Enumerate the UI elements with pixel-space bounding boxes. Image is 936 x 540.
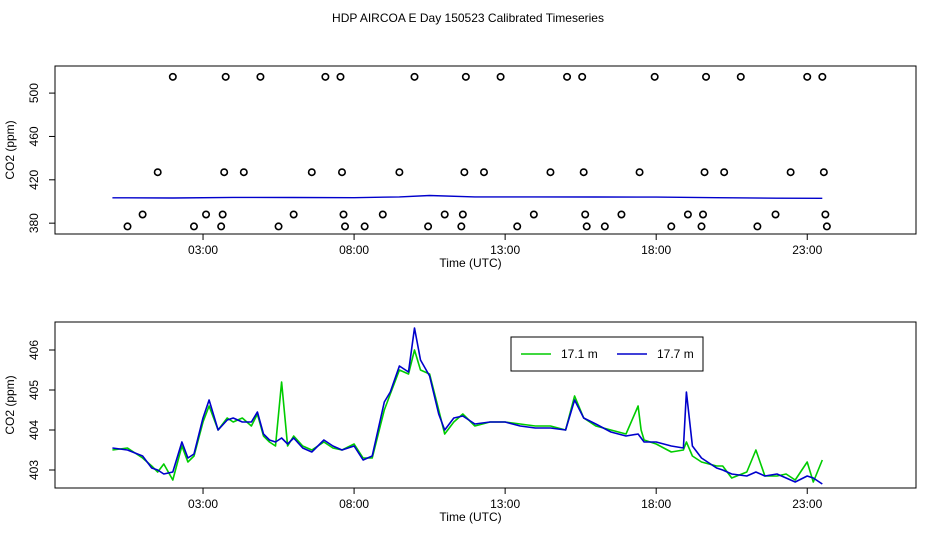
plot-frame xyxy=(54,321,917,489)
flag-point xyxy=(138,210,147,219)
flag-point xyxy=(123,222,132,231)
flag-point xyxy=(458,210,467,219)
flag-point xyxy=(821,210,830,219)
flag-point xyxy=(667,222,676,231)
series-line-17-7-m xyxy=(112,327,823,485)
flag-point xyxy=(496,72,505,81)
panel-2: 03:00 08:00 13:00 18:00 23:00 403 404 405 406 Tim… xyxy=(3,321,917,524)
flag-point xyxy=(202,210,211,219)
x-tick-label: 18:00 xyxy=(641,497,671,511)
plot-frame xyxy=(54,65,917,235)
x-tick-label: 13:00 xyxy=(490,497,520,511)
flag-point xyxy=(697,222,706,231)
flag-point xyxy=(579,168,588,177)
flag-point xyxy=(153,168,162,177)
flag-point xyxy=(578,72,587,81)
legend-label: 17.1 m xyxy=(561,347,598,361)
flag-point xyxy=(339,210,348,219)
x-axis-title: Time (UTC) xyxy=(439,510,501,524)
flag-point xyxy=(274,222,283,231)
flag-point xyxy=(700,168,709,177)
y-axis-title: CO2 (ppm) xyxy=(3,375,17,434)
y-tick-label: 403 xyxy=(27,460,41,480)
flag-point xyxy=(650,72,659,81)
legend-box xyxy=(510,336,704,372)
y-tick-label: 404 xyxy=(27,420,41,440)
flag-point xyxy=(395,168,404,177)
flag-point xyxy=(818,72,827,81)
y-axis-title: CO2 (ppm) xyxy=(3,120,17,179)
flag-point xyxy=(513,222,522,231)
x-axis-title: Time (UTC) xyxy=(439,256,501,270)
flag-point xyxy=(460,168,469,177)
flag-point xyxy=(581,210,590,219)
flag-point xyxy=(819,168,828,177)
flag-point xyxy=(771,210,780,219)
flag-point xyxy=(720,168,729,177)
flag-point xyxy=(822,222,831,231)
flag-point xyxy=(702,72,711,81)
flag-point xyxy=(336,72,345,81)
series-line-co2-line xyxy=(112,194,823,199)
x-tick-label: 23:00 xyxy=(792,497,822,511)
x-tick-label: 23:00 xyxy=(792,243,822,257)
flag-point xyxy=(753,222,762,231)
flag-point xyxy=(221,72,230,81)
y-tick-label: 500 xyxy=(27,83,41,103)
flag-point xyxy=(307,168,316,177)
flag-point xyxy=(457,222,466,231)
y-tick-label: 420 xyxy=(27,169,41,189)
flag-point xyxy=(337,168,346,177)
flag-point xyxy=(786,168,795,177)
flag-point xyxy=(600,222,609,231)
figure-title: HDP AIRCOA E Day 150523 Calibrated Times… xyxy=(332,11,604,25)
flag-point xyxy=(563,72,572,81)
flag-point xyxy=(617,210,626,219)
flag-point xyxy=(803,72,812,81)
x-tick-label: 18:00 xyxy=(641,243,671,257)
flag-point xyxy=(217,222,226,231)
flag-point xyxy=(546,168,555,177)
flag-point xyxy=(461,72,470,81)
flag-point xyxy=(410,72,419,81)
panel-1: 03:00 08:00 13:00 18:00 23:00 380 420 460 500 Tim… xyxy=(3,65,917,270)
legend: 17.1 m 17.7 m xyxy=(510,336,704,372)
y-tick-label: 406 xyxy=(27,340,41,360)
flag-point xyxy=(479,168,488,177)
flag-point xyxy=(168,72,177,81)
flag-point xyxy=(683,210,692,219)
flag-point xyxy=(360,222,369,231)
flag-point xyxy=(256,72,265,81)
y-tick-label: 380 xyxy=(27,213,41,233)
flag-point xyxy=(218,210,227,219)
x-tick-label: 03:00 xyxy=(188,243,218,257)
flag-point xyxy=(440,210,449,219)
flag-point xyxy=(239,168,248,177)
y-tick-label: 405 xyxy=(27,380,41,400)
flag-point xyxy=(699,210,708,219)
x-tick-label: 13:00 xyxy=(490,243,520,257)
flag-point xyxy=(378,210,387,219)
flag-point xyxy=(220,168,229,177)
flag-point xyxy=(736,72,745,81)
flag-point xyxy=(529,210,538,219)
flag-point xyxy=(582,222,591,231)
x-tick-label: 08:00 xyxy=(339,243,369,257)
flag-point xyxy=(189,222,198,231)
y-tick-label: 460 xyxy=(27,126,41,146)
flag-point xyxy=(321,72,330,81)
flag-point xyxy=(424,222,433,231)
series-line-17-1-m xyxy=(112,349,824,483)
flag-point xyxy=(635,168,644,177)
flag-point xyxy=(289,210,298,219)
x-tick-label: 08:00 xyxy=(339,497,369,511)
flag-point xyxy=(341,222,350,231)
legend-label: 17.7 m xyxy=(657,347,694,361)
x-tick-label: 03:00 xyxy=(188,497,218,511)
